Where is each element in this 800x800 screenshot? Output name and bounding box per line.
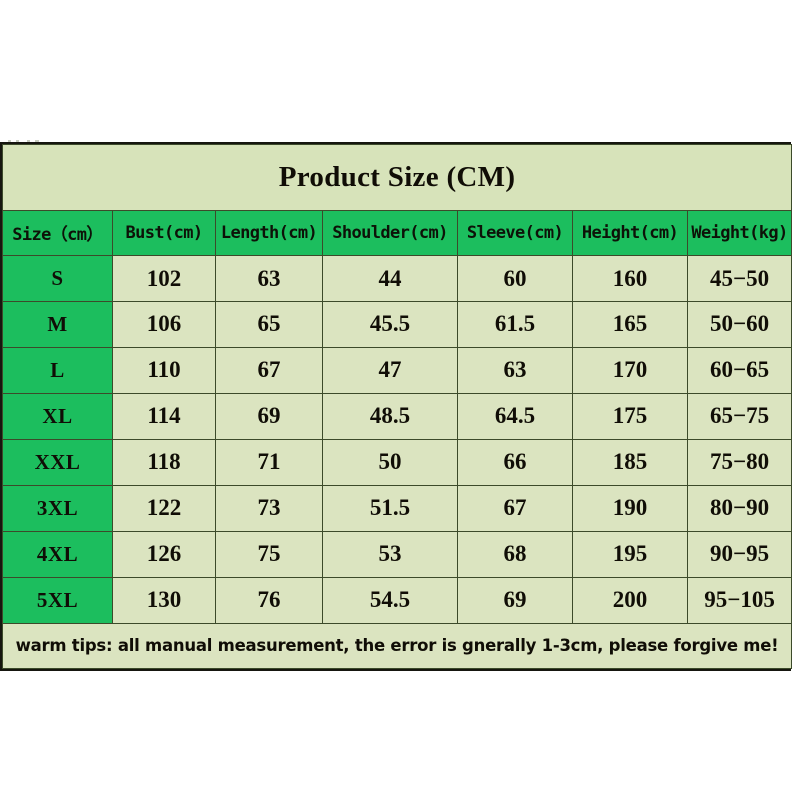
cell-size: 3XL — [2, 484, 113, 532]
cell-height: 175 — [572, 392, 688, 440]
cell-weight: 45−50 — [686, 255, 793, 302]
cell-length: 76 — [215, 576, 323, 624]
size-table: Product Size (CM) Size（cm） Bust(cm) Leng… — [1, 144, 793, 670]
cell-shoulder: 53 — [322, 530, 458, 578]
table-row: XXL 118 71 50 66 185 75−80 — [2, 438, 793, 486]
cell-weight: 60−65 — [686, 346, 793, 394]
scan-artifact-mark — [27, 140, 30, 142]
cell-length: 75 — [215, 530, 323, 578]
cell-bust: 126 — [112, 530, 216, 578]
cell-weight: 65−75 — [686, 392, 793, 440]
table-header-row: Size（cm） Bust(cm) Length(cm) Shoulder(cm… — [2, 209, 793, 257]
cell-shoulder: 50 — [322, 438, 458, 486]
cell-shoulder: 51.5 — [322, 484, 458, 532]
cell-sleeve: 64.5 — [457, 392, 573, 440]
cell-height: 170 — [572, 346, 688, 394]
cell-size: 5XL — [2, 576, 113, 624]
cell-sleeve: 68 — [457, 530, 573, 578]
cell-length: 63 — [215, 255, 323, 302]
cell-bust: 114 — [112, 392, 216, 440]
chart-title: Product Size (CM) — [1, 144, 793, 211]
cell-height: 195 — [572, 530, 688, 578]
table-row: 5XL 130 76 54.5 69 200 95−105 — [2, 576, 793, 624]
table-row: XL 114 69 48.5 64.5 175 65−75 — [2, 392, 793, 440]
cell-shoulder: 45.5 — [322, 300, 458, 348]
table-row: S 102 63 44 60 160 45−50 — [2, 255, 793, 302]
cell-bust: 130 — [112, 576, 216, 624]
cell-bust: 106 — [112, 300, 216, 348]
product-size-chart: Product Size (CM) Size（cm） Bust(cm) Leng… — [0, 142, 793, 671]
cell-sleeve: 67 — [457, 484, 573, 532]
cell-height: 165 — [572, 300, 688, 348]
cell-length: 67 — [215, 346, 323, 394]
cell-size: 4XL — [2, 530, 113, 578]
cell-size: XXL — [2, 438, 113, 486]
title-row: Product Size (CM) — [1, 144, 793, 211]
cell-weight: 50−60 — [686, 300, 793, 348]
column-header-length: Length(cm) — [215, 209, 323, 257]
scan-artifact-mark — [8, 140, 11, 142]
column-header-height: Height(cm) — [572, 209, 688, 257]
column-header-weight: Weight(kg) — [686, 209, 793, 257]
table-row: M 106 65 45.5 61.5 165 50−60 — [2, 300, 793, 348]
warm-tips-note: warm tips: all manual measurement, the e… — [1, 622, 793, 670]
scan-artifact-mark — [16, 140, 19, 142]
cell-sleeve: 63 — [457, 346, 573, 394]
column-header-bust: Bust(cm) — [112, 209, 216, 257]
cell-bust: 110 — [112, 346, 216, 394]
cell-weight: 75−80 — [686, 438, 793, 486]
cell-weight: 90−95 — [686, 530, 793, 578]
cell-length: 71 — [215, 438, 323, 486]
cell-height: 160 — [572, 255, 688, 302]
cell-size: L — [2, 346, 113, 394]
cell-length: 65 — [215, 300, 323, 348]
cell-weight: 80−90 — [686, 484, 793, 532]
cell-sleeve: 69 — [457, 576, 573, 624]
table-row: 3XL 122 73 51.5 67 190 80−90 — [2, 484, 793, 532]
cell-size: M — [2, 300, 113, 348]
column-header-sleeve: Sleeve(cm) — [457, 209, 573, 257]
cell-shoulder: 48.5 — [322, 392, 458, 440]
cell-shoulder: 54.5 — [322, 576, 458, 624]
table-row: 4XL 126 75 53 68 195 90−95 — [2, 530, 793, 578]
cell-size: S — [2, 255, 113, 302]
cell-bust: 102 — [112, 255, 216, 302]
cell-length: 69 — [215, 392, 323, 440]
cell-sleeve: 60 — [457, 255, 573, 302]
cell-sleeve: 66 — [457, 438, 573, 486]
cell-weight: 95−105 — [686, 576, 793, 624]
cell-height: 185 — [572, 438, 688, 486]
cell-shoulder: 47 — [322, 346, 458, 394]
cell-height: 190 — [572, 484, 688, 532]
cell-length: 73 — [215, 484, 323, 532]
cell-bust: 118 — [112, 438, 216, 486]
table-row: L 110 67 47 63 170 60−65 — [2, 346, 793, 394]
cell-bust: 122 — [112, 484, 216, 532]
column-header-size: Size（cm） — [2, 209, 113, 257]
scan-artifact-mark — [35, 140, 39, 142]
column-header-shoulder: Shoulder(cm) — [322, 209, 458, 257]
note-row: warm tips: all manual measurement, the e… — [1, 622, 793, 670]
cell-sleeve: 61.5 — [457, 300, 573, 348]
cell-size: XL — [2, 392, 113, 440]
cell-height: 200 — [572, 576, 688, 624]
cell-shoulder: 44 — [322, 255, 458, 302]
